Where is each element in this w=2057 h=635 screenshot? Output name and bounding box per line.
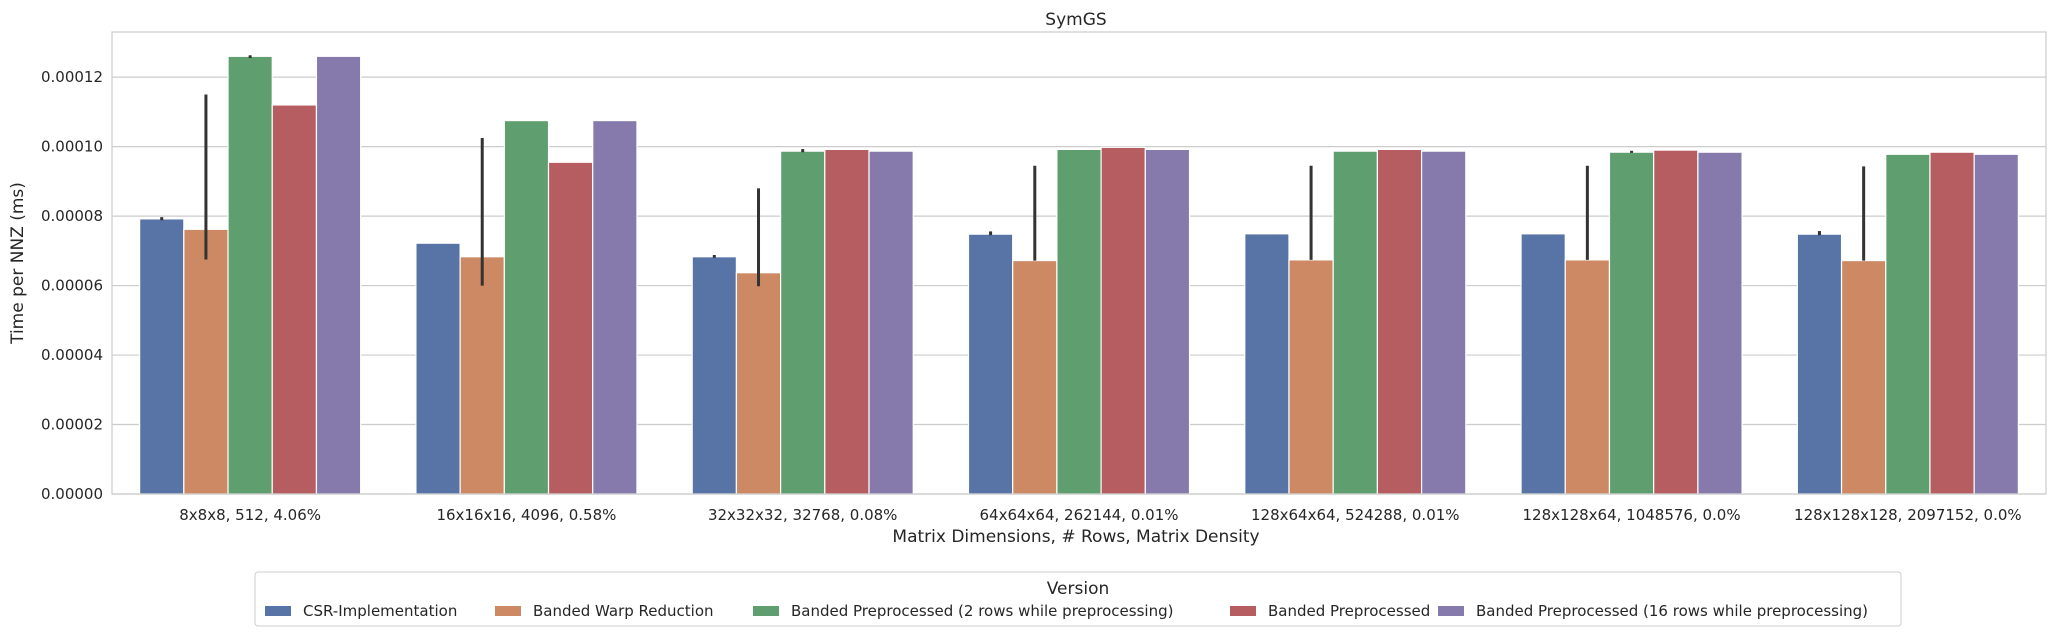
x-tick-label: 32x32x32, 32768, 0.08% — [708, 506, 897, 524]
bar — [271, 104, 318, 495]
x-tick-label: 128x64x64, 524288, 0.01% — [1251, 506, 1460, 524]
legend-label: Banded Preprocessed — [1268, 602, 1430, 620]
x-axis-label: Matrix Dimensions, # Rows, Matrix Densit… — [892, 527, 1259, 547]
bar — [780, 150, 826, 495]
legend-swatch — [1230, 606, 1256, 616]
bar — [592, 119, 638, 495]
y-tick-label: 0.00004 — [41, 346, 103, 364]
bar — [183, 228, 229, 495]
bar — [1100, 146, 1146, 495]
bars — [139, 55, 2019, 495]
x-tick-label: 128x128x64, 1048576, 0.0% — [1523, 506, 1741, 524]
y-tick-label: 0.00000 — [41, 485, 103, 503]
error-bars — [160, 55, 1866, 287]
bar — [1697, 151, 1743, 495]
bar — [1332, 150, 1378, 495]
bar — [1244, 233, 1290, 495]
bar — [227, 55, 273, 495]
bar — [824, 148, 870, 495]
y-tick-label: 0.00012 — [41, 68, 103, 86]
bar — [139, 218, 185, 495]
x-tick-labels: 8x8x8, 512, 4.06% 16x16x16, 4096, 0.58% 32… — [179, 506, 2021, 524]
x-tick-label: 8x8x8, 512, 4.06% — [179, 506, 321, 524]
legend-title: Version — [1047, 579, 1110, 599]
bar — [415, 242, 461, 495]
bar — [1885, 153, 1931, 495]
bar — [1796, 233, 1843, 495]
legend-swatch — [265, 606, 291, 616]
legend-label: CSR-Implementation — [303, 602, 457, 620]
bar — [1376, 148, 1423, 495]
y-tick-label: 0.00010 — [41, 138, 103, 156]
legend-swatch — [1438, 606, 1464, 616]
legend-swatch — [495, 606, 521, 616]
legend-label: Banded Preprocessed (16 rows while prepr… — [1476, 602, 1868, 620]
bar — [1012, 259, 1058, 495]
bar — [1840, 259, 1887, 495]
bar — [1144, 148, 1191, 495]
legend: Version CSR-Implementation Banded Warp Re… — [254, 571, 1902, 627]
bar — [691, 256, 738, 495]
bar — [315, 55, 362, 495]
legend-frame — [254, 571, 1902, 627]
bar — [735, 272, 782, 495]
bar — [967, 233, 1014, 495]
bar — [1653, 149, 1699, 495]
legend-label: Banded Warp Reduction — [533, 602, 714, 620]
legend-label: Banded Preprocessed (2 rows while prepro… — [791, 602, 1173, 620]
bar — [503, 119, 550, 495]
x-tick-label: 64x64x64, 262144, 0.01% — [980, 506, 1179, 524]
bar — [1608, 151, 1655, 495]
y-tick-label: 0.00002 — [41, 416, 103, 434]
x-tick-label: 128x128x128, 2097152, 0.0% — [1794, 506, 2022, 524]
bar — [1973, 153, 2019, 495]
y-axis-label: Time per NNZ (ms) — [8, 182, 28, 345]
bar — [1420, 150, 1467, 495]
y-tick-labels: 0.00000 0.00002 0.00004 0.00006 0.00008 0.000… — [41, 68, 103, 503]
bar — [1929, 151, 1975, 495]
legend-items: CSR-Implementation Banded Warp Reduction B… — [265, 602, 1868, 620]
bar — [868, 150, 914, 495]
bar — [1520, 233, 1566, 495]
x-tick-label: 16x16x16, 4096, 0.58% — [436, 506, 616, 524]
plot-frame — [111, 31, 2047, 495]
bar — [1056, 148, 1102, 495]
legend-swatch — [753, 606, 779, 616]
bar — [547, 161, 594, 495]
bar — [1288, 259, 1334, 495]
bar — [459, 256, 505, 495]
y-tick-label: 0.00006 — [41, 277, 103, 295]
chart-title: SymGS — [1045, 10, 1106, 30]
y-tick-label: 0.00008 — [41, 207, 103, 225]
bar — [1564, 259, 1611, 495]
